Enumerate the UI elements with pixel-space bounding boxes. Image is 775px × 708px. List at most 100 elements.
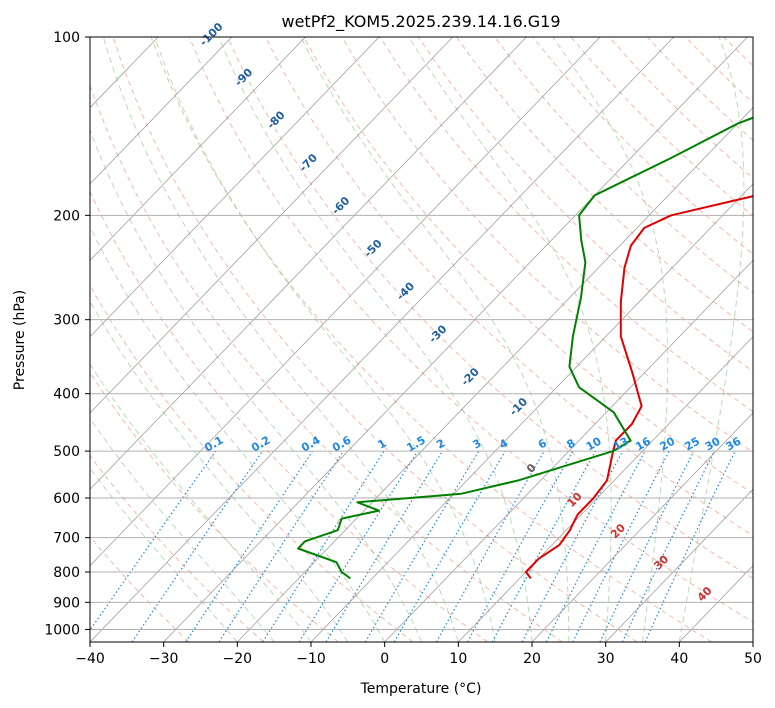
isotherm-label: -90 [232, 65, 255, 88]
isotherm-label: 30 [651, 552, 671, 572]
moist-adiabat-line [102, 37, 459, 642]
dry-adiabat-line [570, 37, 753, 217]
y-tick-label: 600 [53, 491, 80, 507]
y-tick-label: 200 [53, 208, 80, 224]
moist-adiabat-line [218, 37, 533, 642]
isotherm-line [752, 641, 753, 642]
isotherm-line [0, 37, 11, 642]
y-tick-label: 100 [53, 30, 80, 46]
x-axis-label: Temperature (°C) [360, 681, 482, 697]
mixing-ratio-line [131, 450, 264, 642]
mixing-ratio-label: 4 [497, 436, 510, 451]
mixing-ratio-line [599, 450, 695, 642]
dry-adiabat-line [90, 84, 563, 642]
dry-adiabat-line [265, 37, 753, 537]
y-tick-label: 300 [53, 313, 80, 329]
moist-adiabat-line [154, 37, 496, 642]
dry-adiabat-line [341, 37, 753, 453]
isotherm-line [90, 37, 527, 490]
x-tick-label: 50 [744, 651, 762, 667]
temperature-profile-line [524, 195, 753, 580]
y-tick-label: 400 [53, 387, 80, 403]
y-tick-label: 1000 [44, 622, 80, 638]
dry-adiabat-line [150, 37, 712, 642]
plot-frame [89, 36, 754, 643]
mixing-ratio-line [262, 450, 385, 642]
moist-adiabat-line [90, 417, 275, 642]
mixing-ratio-line [435, 450, 545, 642]
mixing-ratio-line [325, 450, 444, 642]
mixing-ratio-line [644, 450, 736, 642]
isotherm-label: -20 [459, 365, 482, 388]
moist-adiabat-line [552, 37, 669, 642]
y-axis-label: Pressure (hPa) [12, 290, 28, 390]
grid-lines [0, 37, 753, 642]
y-tick-label: 800 [53, 565, 80, 581]
mixing-ratio-line [621, 450, 715, 642]
isotherm-line [90, 37, 306, 261]
moist-adiabat-line [90, 128, 422, 642]
isotherm-line [163, 37, 748, 642]
moist-adiabat-line [90, 300, 349, 642]
isotherm-line [90, 37, 675, 642]
moist-adiabat-line [408, 37, 612, 642]
isotherm-line [531, 412, 753, 642]
mixing-ratio-line [90, 450, 217, 632]
moist-adiabat-line [678, 37, 745, 642]
isotherm-label: -50 [362, 237, 385, 260]
x-tick-label: −40 [75, 651, 105, 667]
chart-title: wetPf2_KOM5.2025.239.14.16.G19 [281, 12, 560, 32]
moist-adiabat-line [300, 37, 570, 642]
profile-series [297, 116, 753, 580]
dry-adiabat-line [646, 37, 753, 141]
x-tick-label: −20 [223, 651, 253, 667]
isotherm-label: -10 [507, 395, 530, 418]
dry-adiabat-line [303, 37, 753, 495]
mixing-ratio-line [218, 450, 344, 642]
x-tick-label: 20 [523, 651, 541, 667]
y-tick-label: 900 [53, 595, 80, 611]
mixing-ratio-label: 6 [536, 436, 549, 451]
x-tick-label: 0 [380, 651, 389, 667]
isotherm-label: 40 [695, 584, 715, 604]
isotherm-label: -70 [297, 151, 320, 174]
y-axis: 100 200 300 400 500 600 700 800 900 1000 [44, 30, 90, 638]
x-tick-label: −10 [296, 651, 326, 667]
mixing-ratio-line [364, 450, 480, 642]
dry-adiabat-line [90, 190, 488, 642]
x-tick-label: 40 [670, 651, 688, 667]
isotherm-line [90, 37, 380, 338]
x-tick-label: 30 [597, 651, 615, 667]
moist-adiabat-line [90, 225, 386, 642]
dry-adiabat-line [762, 37, 775, 642]
moist-adiabat-line [90, 467, 238, 642]
isotherm-label: 10 [565, 490, 585, 510]
mixing-ratio-line [491, 450, 597, 642]
dewpoint-profile-line [297, 116, 753, 580]
dry-adiabat-line [112, 37, 638, 642]
isotherm-label: -40 [394, 279, 417, 302]
mixing-ratio-line [185, 450, 314, 642]
isotherm-line [310, 183, 753, 642]
x-tick-label: 10 [449, 651, 467, 667]
y-tick-label: 700 [53, 531, 80, 547]
x-axis: −40 −30 −20 −10 0 10 20 30 40 50 [75, 642, 762, 667]
isotherm-line [90, 37, 601, 567]
dry-adiabat-line [494, 37, 753, 294]
isotherm-line [237, 107, 753, 642]
isotherm-line [605, 488, 753, 642]
mixing-ratio-label: 2 [434, 437, 447, 452]
y-tick-label: 500 [53, 444, 80, 460]
isotherm-label: -80 [264, 108, 287, 131]
background-lines [90, 37, 775, 642]
dry-adiabat-line [90, 371, 339, 642]
mixing-ratio-line [466, 450, 574, 642]
dry-adiabat-line [455, 37, 753, 333]
mixing-ratio-line [572, 450, 670, 642]
isotherm-line [384, 259, 753, 642]
line-labels: 0.1 0.2 0.4 0.6 1 1.5 2 3 4 6 8 10 13 16 20 25 30 36-100-… [197, 20, 744, 604]
isotherm-line [458, 336, 753, 642]
dry-adiabat-line [379, 37, 753, 413]
isotherm-line [90, 37, 233, 185]
